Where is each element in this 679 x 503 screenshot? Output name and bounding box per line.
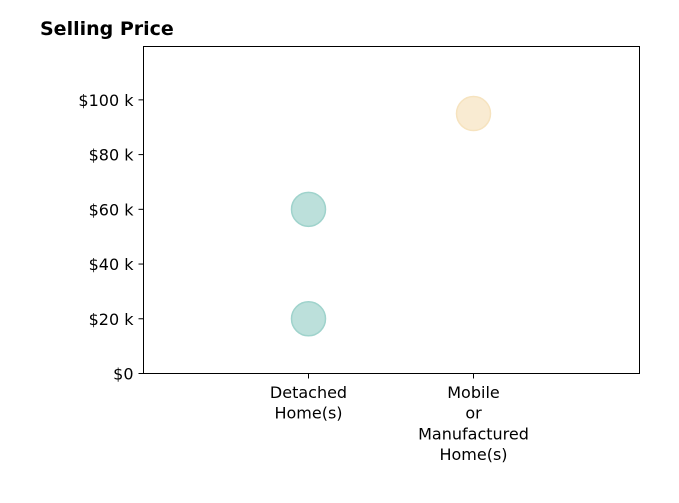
y-tick-label: $20 k bbox=[89, 310, 135, 329]
y-tick-label: $40 k bbox=[89, 255, 135, 274]
chart-title: Selling Price bbox=[40, 18, 174, 40]
data-points bbox=[290, 95, 492, 337]
y-tick-label: $80 k bbox=[89, 146, 135, 165]
x-axis: Detached Home(s) Mobile or Manufactured Home(… bbox=[270, 373, 529, 464]
y-tick-label: $60 k bbox=[89, 200, 135, 219]
y-tick-label: $100 k bbox=[78, 91, 134, 110]
x-tick-label: Detached Home(s) bbox=[270, 383, 347, 423]
y-tick-label: $0 bbox=[113, 365, 133, 384]
data-point bbox=[290, 191, 327, 228]
plot-frame bbox=[143, 46, 640, 374]
data-point bbox=[455, 95, 492, 132]
x-tick-label: Mobile or Manufactured Home(s) bbox=[418, 383, 529, 464]
data-point bbox=[290, 301, 327, 337]
y-axis: $0 $20 k $40 k $60 k $80 k $100 k bbox=[78, 91, 144, 384]
